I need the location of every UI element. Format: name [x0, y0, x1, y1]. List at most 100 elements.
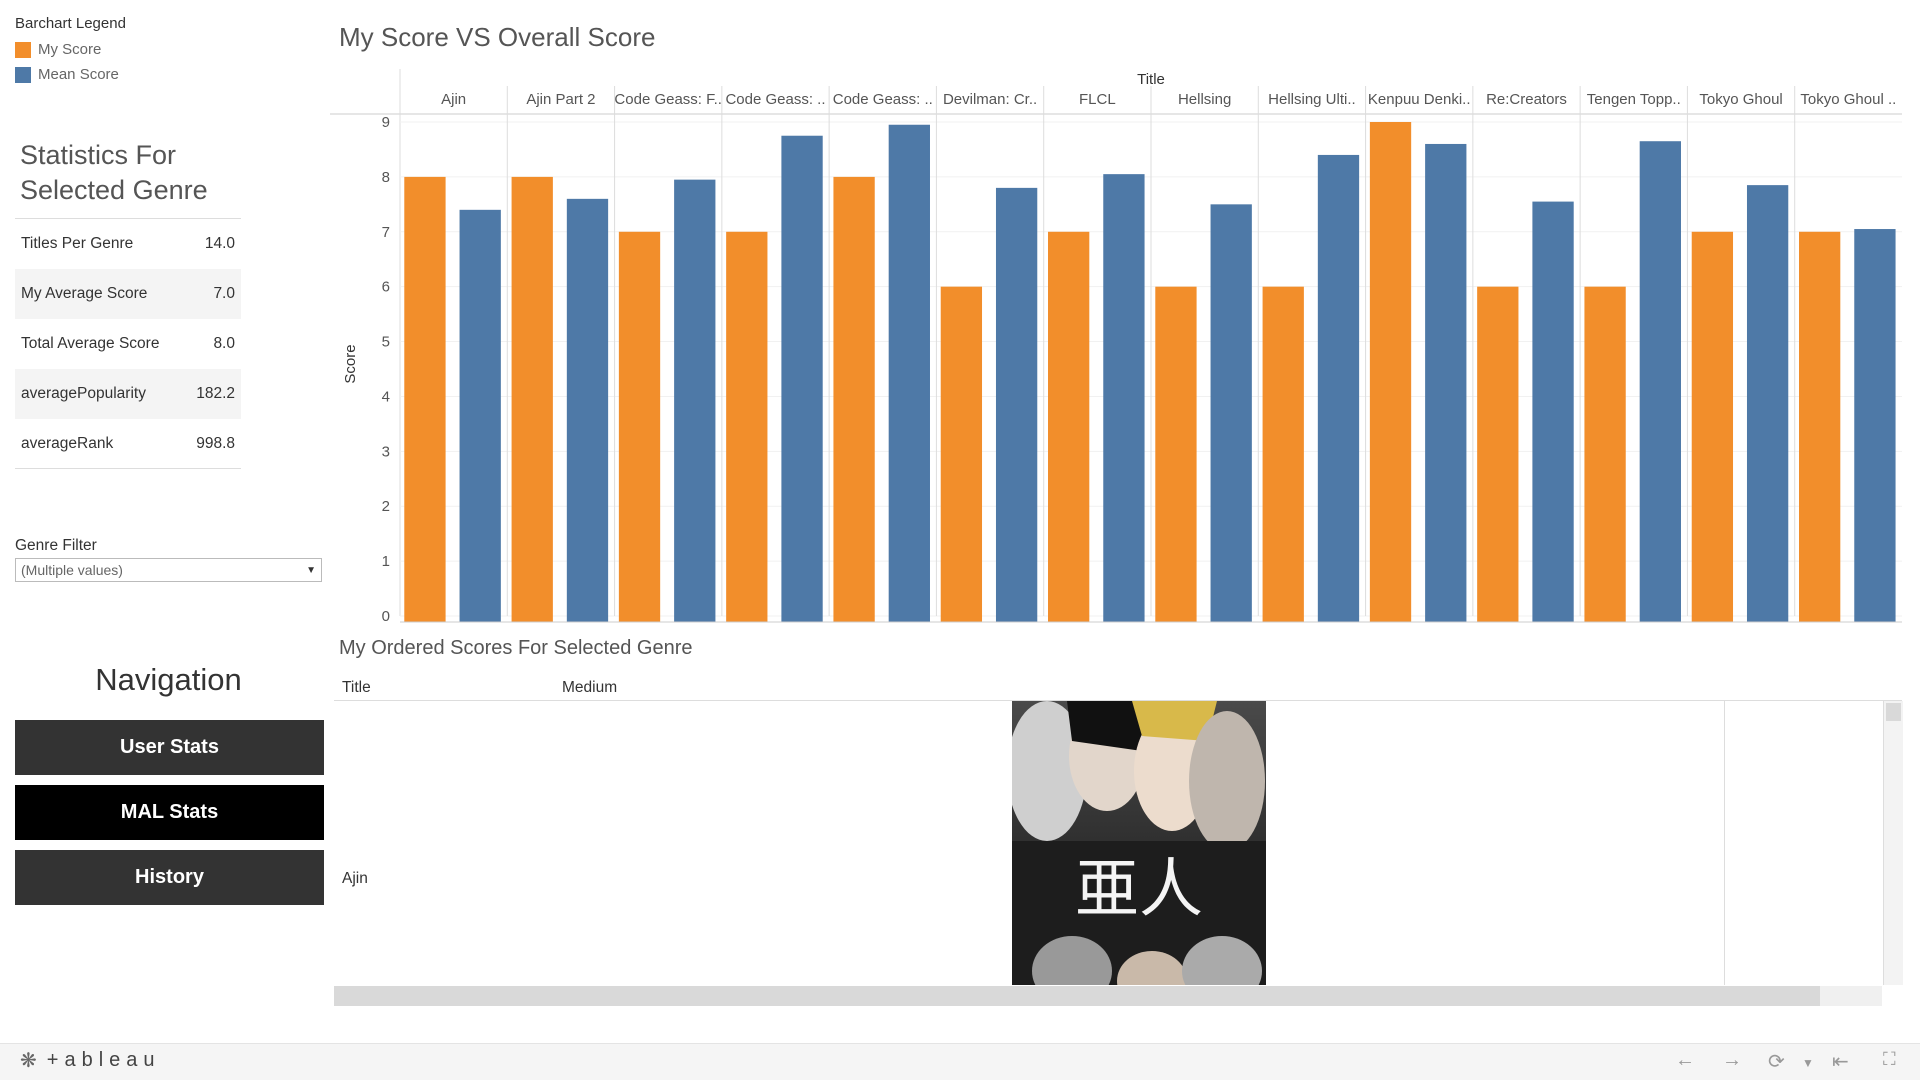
genre-filter-label: Genre Filter: [15, 537, 97, 554]
stats-row: My Average Score 7.0: [15, 269, 241, 319]
stats-row-label: Total Average Score: [21, 335, 160, 352]
x-header-title: Title: [1137, 71, 1165, 88]
scores-table-title: My Ordered Scores For Selected Genre: [339, 637, 693, 659]
bar-mean-score: [1103, 174, 1145, 622]
tableau-logo[interactable]: ❋ +ableau: [20, 1048, 161, 1073]
bar-my-score: [1799, 231, 1841, 622]
revert-dropdown-icon[interactable]: ▼: [1802, 1056, 1814, 1070]
table-row-title: Ajin: [342, 870, 368, 887]
bar-mean-score: [1854, 229, 1896, 623]
stats-row-value: 182.2: [196, 385, 235, 402]
category-label: Code Geass: ..: [833, 91, 933, 108]
bar-chart: Title 0 1 2 3 4 5 6 7 8 9 Score Ajin Ajin Part 2 Code …: [330, 69, 1902, 624]
bar-my-score: [1048, 231, 1090, 622]
navigation-title: Navigation: [95, 662, 242, 697]
bar-mean-score: [674, 179, 716, 622]
revert-icon[interactable]: ⟳: [1768, 1051, 1785, 1073]
stats-title: Statistics For Selected Genre: [20, 138, 208, 208]
stats-row-label: averagePopularity: [21, 385, 146, 402]
y-tick-label: 3: [382, 443, 390, 460]
svg-text:亜人: 亜人: [1075, 853, 1203, 927]
user-stats-button[interactable]: User Stats: [15, 720, 324, 775]
y-tick-label: 9: [382, 114, 390, 131]
anime-poster-image: 亜人: [1012, 701, 1266, 985]
legend-item-my-score[interactable]: My Score: [15, 37, 126, 62]
undo-icon[interactable]: ←: [1675, 1049, 1695, 1071]
category-label: FLCL: [1079, 91, 1116, 108]
bar-my-score: [833, 176, 875, 622]
history-button[interactable]: History: [15, 850, 324, 905]
tableau-logo-text: +ableau: [46, 1049, 161, 1071]
y-axis-label: Score: [342, 344, 359, 383]
table-column-divider: [1724, 701, 1725, 985]
col-header-medium[interactable]: Medium: [562, 679, 618, 696]
bar-my-score: [404, 176, 446, 622]
bar-my-score: [726, 231, 768, 622]
bar-mean-score: [1210, 204, 1252, 623]
category-label: Code Geass: ..: [725, 91, 825, 108]
bar-my-score: [618, 231, 661, 622]
bar-mean-score: [1532, 201, 1574, 623]
bar-mean-score: [781, 135, 823, 622]
y-tick-label: 1: [382, 553, 390, 570]
bar-my-score: [511, 176, 553, 622]
bar-my-score: [1477, 286, 1519, 622]
bar-my-score: [940, 286, 983, 622]
legend-swatch-my-score: [15, 41, 31, 58]
category-label: Code Geass: F..: [614, 91, 722, 108]
stats-row: averageRank 998.8: [15, 419, 241, 469]
barchart-legend: Barchart Legend My Score Mean Score: [15, 15, 126, 87]
stats-title-line2: Selected Genre: [20, 175, 208, 205]
redo-icon[interactable]: →: [1722, 1049, 1742, 1071]
y-tick-label: 2: [382, 498, 390, 515]
y-tick-label: 0: [382, 608, 390, 624]
genre-filter-dropdown[interactable]: (Multiple values) ▼: [15, 558, 322, 582]
horizontal-scrollbar-thumb[interactable]: [334, 986, 1820, 1006]
bar-my-score: [1155, 286, 1197, 622]
mal-stats-button[interactable]: MAL Stats: [15, 785, 324, 840]
scores-table: [334, 701, 1884, 985]
category-label: Ajin Part 2: [526, 91, 595, 108]
bar-mean-score: [1317, 154, 1360, 622]
category-label: Devilman: Cr..: [943, 91, 1037, 108]
category-label: Ajin: [441, 91, 466, 108]
y-tick-label: 4: [382, 388, 390, 405]
vertical-scrollbar-thumb[interactable]: [1886, 703, 1901, 721]
stats-row: averagePopularity 182.2: [15, 369, 241, 419]
y-tick-label: 5: [382, 334, 390, 351]
category-label: Tokyo Ghoul ..: [1800, 91, 1896, 108]
stats-title-line1: Statistics For: [20, 140, 177, 170]
legend-title: Barchart Legend: [15, 15, 126, 32]
stats-table: Titles Per Genre 14.0 My Average Score 7…: [15, 218, 241, 469]
chevron-down-icon: ▼: [306, 564, 316, 576]
bar-my-score: [1262, 286, 1304, 622]
legend-item-mean-score[interactable]: Mean Score: [15, 62, 126, 87]
col-header-title[interactable]: Title: [342, 679, 371, 696]
stats-row: Total Average Score 8.0: [15, 319, 241, 369]
stats-row-value: 998.8: [196, 434, 235, 452]
category-label: Tengen Topp..: [1587, 91, 1681, 108]
legend-label: Mean Score: [38, 66, 119, 83]
bar-mean-score: [1425, 143, 1467, 622]
category-label: Hellsing Ulti..: [1268, 91, 1356, 108]
bar-mean-score: [1746, 185, 1789, 622]
legend-swatch-mean-score: [15, 66, 31, 83]
tableau-logo-icon: ❋: [20, 1050, 43, 1072]
bar-mean-score: [1639, 141, 1681, 622]
table-divider: [334, 700, 1902, 701]
y-tick-label: 8: [382, 169, 390, 186]
category-label: Hellsing: [1178, 91, 1231, 108]
stats-row-value: 7.0: [213, 285, 235, 302]
vertical-scrollbar[interactable]: [1884, 701, 1903, 985]
bar-mean-score: [995, 187, 1038, 622]
category-label: Kenpuu Denki..: [1368, 91, 1471, 108]
footer-toolbar: [0, 1043, 1920, 1080]
fullscreen-icon[interactable]: ⛶: [1883, 1049, 1896, 1069]
y-tick-label: 7: [382, 224, 390, 241]
stats-row: Titles Per Genre 14.0: [15, 219, 241, 269]
genre-filter-value: (Multiple values): [21, 562, 123, 578]
bar-my-score: [1584, 286, 1626, 622]
bar-mean-score: [459, 209, 501, 623]
stats-row-value: 14.0: [204, 235, 235, 252]
reset-icon[interactable]: ⇤: [1832, 1051, 1849, 1073]
